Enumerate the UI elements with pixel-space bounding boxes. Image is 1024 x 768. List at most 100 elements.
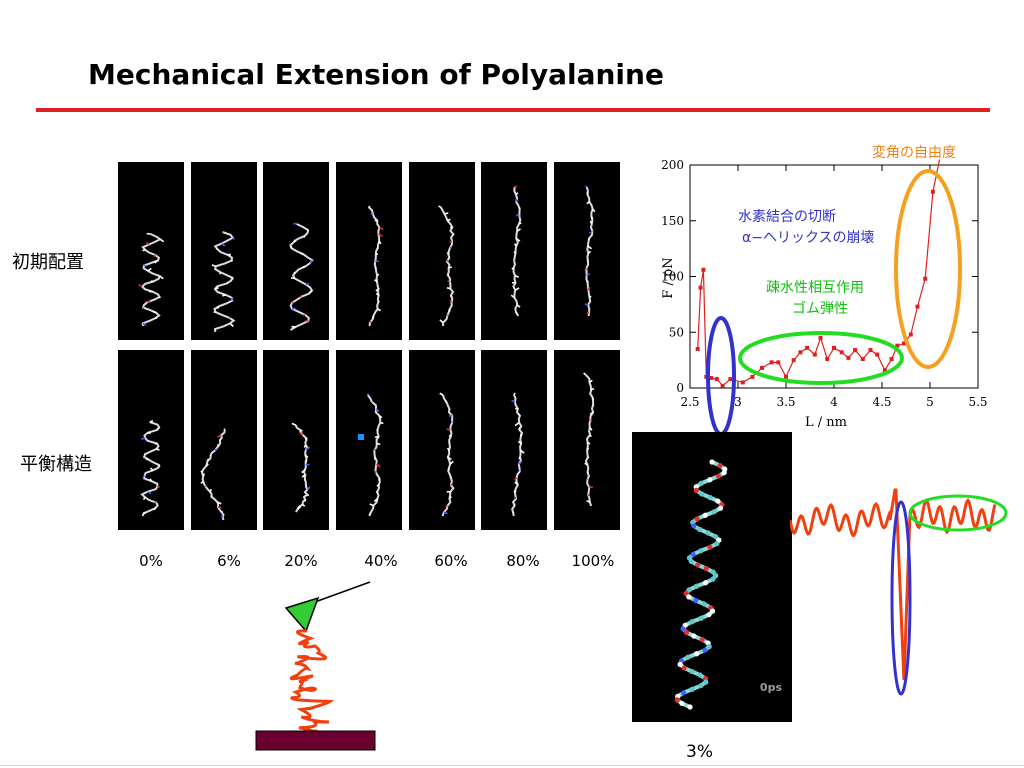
- chain-molecule-icon: [438, 205, 455, 327]
- molecule-panel-equilibrium-6: [191, 350, 257, 530]
- percent-label-100: 100%: [571, 552, 615, 570]
- molecule-panel-initial-60: [409, 162, 475, 340]
- y-axis-label: F / pN: [661, 257, 676, 298]
- molecule-panel-initial-20: [263, 162, 329, 340]
- molecule-panel-equilibrium-0: [118, 350, 184, 530]
- x-axis-label: L / nm: [805, 415, 847, 430]
- md-snapshot-caption: 3%: [686, 742, 713, 762]
- y-tick-label: 0: [676, 381, 684, 395]
- molecule-panel-equilibrium-60: [409, 350, 475, 530]
- force-data-point: [832, 345, 836, 350]
- force-data-point: [709, 375, 714, 380]
- chain-molecule-icon: [439, 392, 455, 517]
- force-data-point: [698, 285, 703, 290]
- force-data-point: [846, 355, 851, 360]
- bending-ellipse: [894, 169, 962, 369]
- chain-molecule-icon: [583, 372, 595, 507]
- force-data-point: [714, 377, 719, 382]
- x-tick-label: 3: [734, 395, 742, 409]
- y-tick-label: 200: [661, 158, 684, 172]
- annotation-hbond-line1: 水素結合の切断: [738, 209, 836, 225]
- force-data-point: [791, 358, 796, 363]
- chain-molecule-icon: [200, 428, 226, 521]
- force-data-point: [915, 304, 920, 309]
- force-data-point: [853, 348, 858, 353]
- molecule-panel-initial-0: [118, 162, 184, 340]
- trace-green-ellipse: [908, 494, 1008, 532]
- force-data-point: [908, 332, 913, 337]
- molecule-panel-equilibrium-20: [263, 350, 329, 530]
- force-data-point: [930, 189, 935, 194]
- force-data-point: [882, 368, 887, 373]
- md-snapshot-panel: 0ps: [632, 432, 792, 722]
- chain-molecule-icon: [584, 185, 596, 317]
- row-label-initial: 初期配置: [12, 252, 84, 273]
- ball-stick-helix-icon: [674, 459, 728, 710]
- y-tick-label: 100: [661, 270, 684, 284]
- helix-molecule-icon: [289, 222, 314, 331]
- annotation-hbond-line2: α−ヘリックスの崩壊: [742, 230, 875, 246]
- chain-molecule-icon: [358, 393, 384, 517]
- chain-molecule-icon: [291, 422, 311, 513]
- y-tick-label: 150: [661, 214, 684, 228]
- molecule-panel-equilibrium-100: [554, 350, 620, 530]
- force-data-point: [812, 352, 817, 357]
- molecule-panel-equilibrium-40: [336, 350, 402, 530]
- percent-label-80: 80%: [506, 552, 540, 570]
- row-label-equilibrium: 平衡構造: [20, 454, 92, 475]
- force-data-point: [784, 374, 788, 379]
- polymer-coil-icon: [289, 629, 335, 734]
- force-data-point: [720, 383, 725, 388]
- force-data-point: [839, 350, 844, 355]
- percent-label-6: 6%: [217, 552, 241, 570]
- trace-blue-ellipse: [890, 500, 912, 696]
- force-data-point: [750, 374, 755, 379]
- annotation-hydrophobic-line2: ゴム弾性: [792, 301, 848, 317]
- force-data-point: [923, 276, 928, 281]
- helix-molecule-icon: [138, 232, 165, 327]
- chain-molecule-icon: [367, 205, 384, 327]
- cursor-marker-icon: [358, 434, 364, 440]
- molecule-panel-initial-80: [481, 162, 547, 340]
- molecule-panel-initial-40: [336, 162, 402, 340]
- force-data-point: [701, 267, 706, 272]
- x-tick-label: 4: [830, 395, 838, 409]
- force-data-point: [868, 348, 873, 353]
- x-tick-label: 3.5: [776, 395, 795, 409]
- annotation-hydrophobic-line1: 疎水性相互作用: [766, 280, 864, 296]
- force-data-point: [740, 380, 745, 385]
- force-data-point: [818, 335, 823, 340]
- x-tick-label: 5: [926, 395, 934, 409]
- percent-label-20: 20%: [284, 552, 318, 570]
- force-data-point: [889, 357, 894, 362]
- force-data-point: [860, 357, 865, 362]
- molecule-panel-equilibrium-80: [481, 350, 547, 530]
- chart-ticks: 2.5 3 3.5 4 4.5 5 5.5 0 50 100 150 200: [661, 158, 987, 409]
- x-tick-label: 5.5: [968, 395, 987, 409]
- force-data-point: [769, 360, 774, 365]
- force-data-point: [875, 352, 880, 357]
- force-data-point: [760, 365, 764, 370]
- molecule-panel-initial-100: [554, 162, 620, 340]
- md-time-label: 0ps: [759, 681, 782, 694]
- force-data-point: [776, 360, 781, 365]
- force-data-point: [798, 350, 803, 355]
- annotation-bending-freedom: 変角の自由度: [872, 145, 956, 161]
- force-data-point: [902, 341, 907, 346]
- force-trace-sketch: [790, 488, 1008, 696]
- x-tick-label: 2.5: [680, 395, 699, 409]
- force-data-point: [825, 357, 830, 362]
- percent-label-40: 40%: [364, 552, 398, 570]
- helix-molecule-icon: [211, 230, 236, 333]
- percent-label-0: 0%: [139, 552, 163, 570]
- title-underline: [36, 108, 990, 112]
- percent-label-60: 60%: [434, 552, 468, 570]
- x-tick-label: 4.5: [872, 395, 891, 409]
- hydrophobic-ellipse: [738, 331, 904, 385]
- force-data-point: [805, 345, 810, 350]
- afm-tip-icon: [284, 596, 320, 633]
- slide-title: Mechanical Extension of Polyalanine: [88, 58, 664, 91]
- afm-sketch: [255, 581, 376, 751]
- cantilever-line: [314, 581, 371, 603]
- molecule-panel-initial-6: [191, 162, 257, 340]
